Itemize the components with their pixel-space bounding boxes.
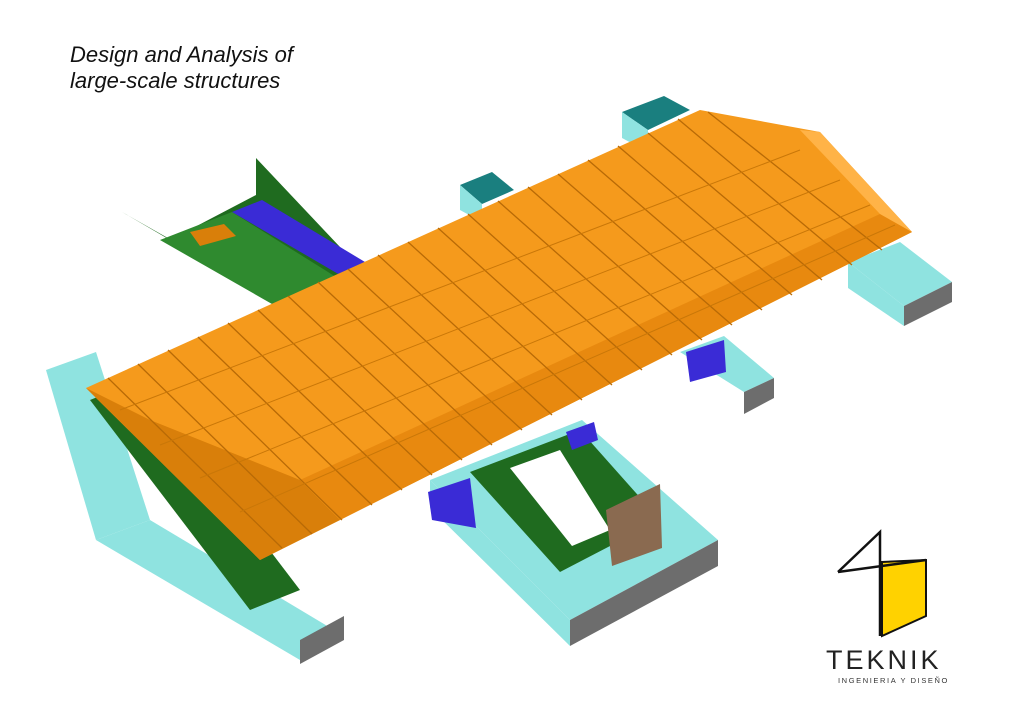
brand-subtitle: INGENIERIA Y DISEÑO [838, 676, 949, 685]
right-wing [848, 242, 952, 326]
teknik-logo-icon [837, 529, 927, 638]
brand-name: TEKNIK [826, 645, 942, 675]
main-roof [86, 110, 912, 560]
roof-ribs [107, 111, 883, 549]
title-line-1: Design and Analysis of [70, 42, 293, 67]
mid-right-wing [680, 336, 774, 414]
front-wing [428, 420, 718, 646]
roof-purlins [119, 149, 896, 513]
title-line-2: large-scale structures [70, 68, 281, 93]
page-title: Design and Analysis of large-scale struc… [70, 42, 293, 94]
